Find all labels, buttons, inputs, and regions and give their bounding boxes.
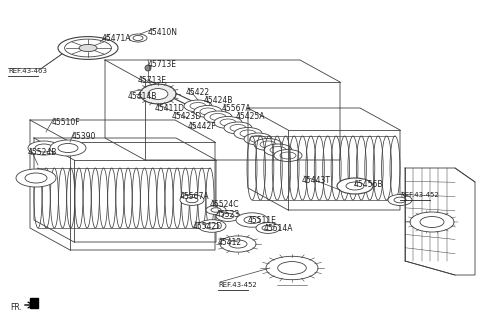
Ellipse shape <box>58 37 118 59</box>
Ellipse shape <box>262 225 274 231</box>
Ellipse shape <box>129 34 147 42</box>
Ellipse shape <box>79 44 97 52</box>
Ellipse shape <box>190 102 206 109</box>
Ellipse shape <box>65 39 111 57</box>
Ellipse shape <box>266 256 318 280</box>
Ellipse shape <box>224 122 252 134</box>
Ellipse shape <box>206 205 226 214</box>
Ellipse shape <box>210 113 226 120</box>
Ellipse shape <box>256 223 280 233</box>
Ellipse shape <box>244 133 272 145</box>
Text: 45443T: 45443T <box>302 176 331 185</box>
Text: FR.: FR. <box>10 303 22 312</box>
Text: 45524C: 45524C <box>210 200 240 209</box>
Ellipse shape <box>270 147 286 154</box>
Ellipse shape <box>230 125 246 131</box>
Text: 45713E: 45713E <box>138 76 167 85</box>
Ellipse shape <box>346 182 364 190</box>
Text: 45524B: 45524B <box>28 148 58 157</box>
Ellipse shape <box>394 197 406 203</box>
Ellipse shape <box>28 141 60 155</box>
Ellipse shape <box>236 213 268 227</box>
Ellipse shape <box>274 149 302 162</box>
Text: 45412: 45412 <box>218 238 242 247</box>
Text: REF.43-452: REF.43-452 <box>218 282 257 288</box>
Text: 45423D: 45423D <box>172 112 202 121</box>
Text: 45414B: 45414B <box>128 92 157 101</box>
Text: 45514A: 45514A <box>264 224 293 233</box>
Text: 45510F: 45510F <box>52 118 81 127</box>
Text: REF.43-463: REF.43-463 <box>8 68 47 74</box>
Text: 45410N: 45410N <box>148 28 178 37</box>
Ellipse shape <box>410 212 454 232</box>
Ellipse shape <box>260 141 276 148</box>
Ellipse shape <box>264 144 292 156</box>
Ellipse shape <box>35 144 53 152</box>
Ellipse shape <box>254 138 282 150</box>
Ellipse shape <box>140 84 176 104</box>
Ellipse shape <box>58 144 78 153</box>
Ellipse shape <box>180 194 204 205</box>
Text: 45511E: 45511E <box>248 216 277 225</box>
Text: 45471A: 45471A <box>102 34 132 43</box>
Ellipse shape <box>145 65 151 71</box>
Ellipse shape <box>222 213 234 219</box>
Ellipse shape <box>337 178 373 194</box>
Polygon shape <box>30 298 38 308</box>
Ellipse shape <box>278 261 306 274</box>
Ellipse shape <box>220 119 236 126</box>
Text: 45425A: 45425A <box>236 112 265 121</box>
Ellipse shape <box>244 216 260 223</box>
Text: 45424B: 45424B <box>204 96 233 105</box>
Text: 45523: 45523 <box>216 210 240 219</box>
Ellipse shape <box>220 236 256 252</box>
Ellipse shape <box>240 130 256 137</box>
Text: 45442F: 45442F <box>188 122 216 131</box>
Text: 45411D: 45411D <box>155 104 185 113</box>
Ellipse shape <box>198 220 226 232</box>
Ellipse shape <box>216 211 240 222</box>
Ellipse shape <box>25 173 47 183</box>
Text: 45567A: 45567A <box>180 192 210 201</box>
Ellipse shape <box>229 240 247 248</box>
Ellipse shape <box>148 89 168 99</box>
Ellipse shape <box>184 100 212 112</box>
Ellipse shape <box>204 111 232 123</box>
Text: 45390: 45390 <box>72 132 96 141</box>
Ellipse shape <box>133 35 143 41</box>
Text: 45713E: 45713E <box>148 60 177 69</box>
Text: 45567A: 45567A <box>222 104 252 113</box>
Ellipse shape <box>250 136 266 143</box>
Ellipse shape <box>211 208 221 212</box>
Text: REF.43-452: REF.43-452 <box>400 192 439 198</box>
Ellipse shape <box>388 194 412 205</box>
Ellipse shape <box>16 169 56 187</box>
Ellipse shape <box>420 216 444 228</box>
Ellipse shape <box>280 152 296 159</box>
Ellipse shape <box>200 108 216 115</box>
Text: 45422: 45422 <box>186 88 210 97</box>
Ellipse shape <box>214 117 242 128</box>
Ellipse shape <box>194 106 222 118</box>
Ellipse shape <box>50 140 86 156</box>
Ellipse shape <box>234 128 262 139</box>
Ellipse shape <box>205 223 219 229</box>
Ellipse shape <box>186 197 198 203</box>
Text: 45456B: 45456B <box>354 180 384 189</box>
Text: 45542D: 45542D <box>193 222 223 231</box>
